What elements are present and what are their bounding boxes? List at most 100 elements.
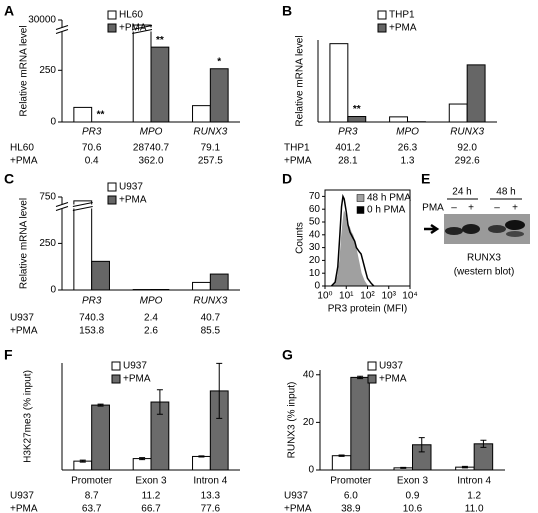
legend-label: +PMA	[379, 374, 407, 385]
value-label: 85.5	[201, 326, 221, 337]
y-axis-label: Counts	[295, 222, 306, 254]
y-tick-label: 60	[309, 204, 321, 215]
y-tick-label: 10	[309, 268, 321, 279]
value-label: 401.2	[335, 143, 360, 154]
x-tick-label: RUNX3	[450, 127, 484, 138]
lane-label: –	[451, 203, 457, 214]
value-label: 38.9	[341, 504, 361, 513]
legend-label: U937	[119, 182, 143, 193]
bar	[350, 376, 370, 471]
x-tick-label: RUNX3	[193, 127, 227, 138]
axis-break	[55, 202, 69, 211]
blot-caption: RUNX3	[467, 253, 501, 264]
y-tick-label: 0	[50, 117, 56, 128]
x-tick-label: MPO	[140, 127, 163, 138]
y-tick-label: 20	[303, 417, 315, 428]
x-tick-label: Intron 4	[193, 476, 227, 487]
x-axis-label: PR3 protein (MFI)	[328, 304, 407, 315]
axis-break	[132, 25, 153, 34]
lane-label: +	[468, 203, 474, 214]
y-tick-label: 20	[309, 255, 321, 266]
value-label: 0.9	[406, 491, 420, 502]
y-tick-label: 0	[50, 285, 56, 296]
x-tick-label: Exon 3	[397, 476, 429, 487]
value-label: 63.7	[82, 504, 102, 513]
x-tick-label: 10¹	[339, 291, 354, 302]
y-tick-label: 30000	[28, 15, 56, 26]
value-label: 13.3	[201, 491, 221, 502]
legend-label: +PMA	[389, 23, 417, 34]
error-bar	[79, 459, 86, 463]
x-tick-label: Intron 4	[457, 476, 491, 487]
bar	[150, 46, 170, 123]
legend-swatch	[356, 194, 365, 202]
x-tick-label: 10⁰	[317, 291, 332, 302]
legend-swatch	[377, 23, 387, 33]
y-axis-label: Relative mRNA level	[19, 198, 30, 289]
axis-break	[72, 204, 93, 209]
panel-letter: G	[282, 347, 293, 363]
y-axis-label: RUNX3 (% input)	[287, 382, 298, 459]
table-row-label: THP1	[284, 143, 310, 154]
value-label: 2.4	[144, 313, 158, 324]
x-tick-label: Promoter	[330, 476, 372, 487]
lane-label: –	[494, 203, 500, 214]
value-label: 362.0	[138, 156, 163, 167]
significance-label: **	[156, 35, 164, 46]
y-tick-label: 50	[309, 217, 321, 228]
treatment-label: PMA	[422, 203, 444, 214]
x-tick-label: PR3	[82, 296, 102, 307]
bar	[192, 455, 211, 471]
legend-label: +PMA	[119, 23, 147, 34]
error-bar	[139, 457, 146, 461]
legend-swatch	[111, 361, 121, 371]
table-row-label: U937	[10, 491, 34, 502]
x-tick-label: Promoter	[71, 476, 113, 487]
value-label: 92.0	[457, 143, 477, 154]
axis-break	[55, 25, 69, 34]
value-label: 740.3	[79, 313, 104, 324]
panel-letter: A	[4, 3, 14, 19]
legend-label: 48 h PMA	[367, 193, 411, 204]
value-label: 292.6	[455, 156, 480, 167]
error-bar	[198, 455, 205, 458]
time-label: 48 h	[496, 187, 515, 198]
y-tick-label: 30	[309, 242, 321, 253]
western-blot-panel: E 24 h 48 h PMA – + – + RUNX3 (western b…	[421, 171, 530, 278]
table-row-label: U937	[10, 313, 34, 324]
bar	[192, 105, 211, 123]
bar	[347, 116, 367, 123]
bar	[132, 458, 152, 471]
bar	[466, 64, 486, 123]
blot-band	[506, 231, 524, 237]
lane-label: +	[512, 203, 518, 214]
y-tick-label: 250	[39, 238, 56, 249]
y-axis-label: H3K27me3 (% input)	[23, 370, 34, 463]
legend-label: +PMA	[123, 374, 151, 385]
value-label: 11.0	[465, 504, 484, 513]
bar	[91, 260, 110, 291]
legend-label: HL60	[119, 10, 143, 21]
legend-swatch	[367, 374, 377, 384]
time-label: 24 h	[452, 187, 471, 198]
legend-swatch	[107, 23, 117, 33]
y-tick-label: 750	[39, 192, 56, 203]
table-row-label: +PMA	[10, 326, 38, 337]
axis-break	[56, 204, 68, 209]
value-label: 153.8	[79, 326, 104, 337]
axis-break	[132, 27, 152, 32]
x-tick-label: 10³	[382, 291, 397, 302]
value-label: 28740.7	[133, 143, 170, 154]
legend-swatch	[377, 10, 387, 20]
table-row-label: U937	[284, 491, 308, 502]
axis-break	[72, 202, 93, 211]
x-tick-label: 10²	[360, 291, 375, 302]
value-label: 79.1	[201, 143, 221, 154]
bar	[448, 103, 468, 123]
value-label: 11.2	[142, 491, 161, 502]
value-label: 66.7	[141, 504, 161, 513]
panel-letter: E	[421, 171, 430, 187]
table-row-label: HL60	[10, 143, 34, 154]
value-label: 40.7	[201, 313, 221, 324]
